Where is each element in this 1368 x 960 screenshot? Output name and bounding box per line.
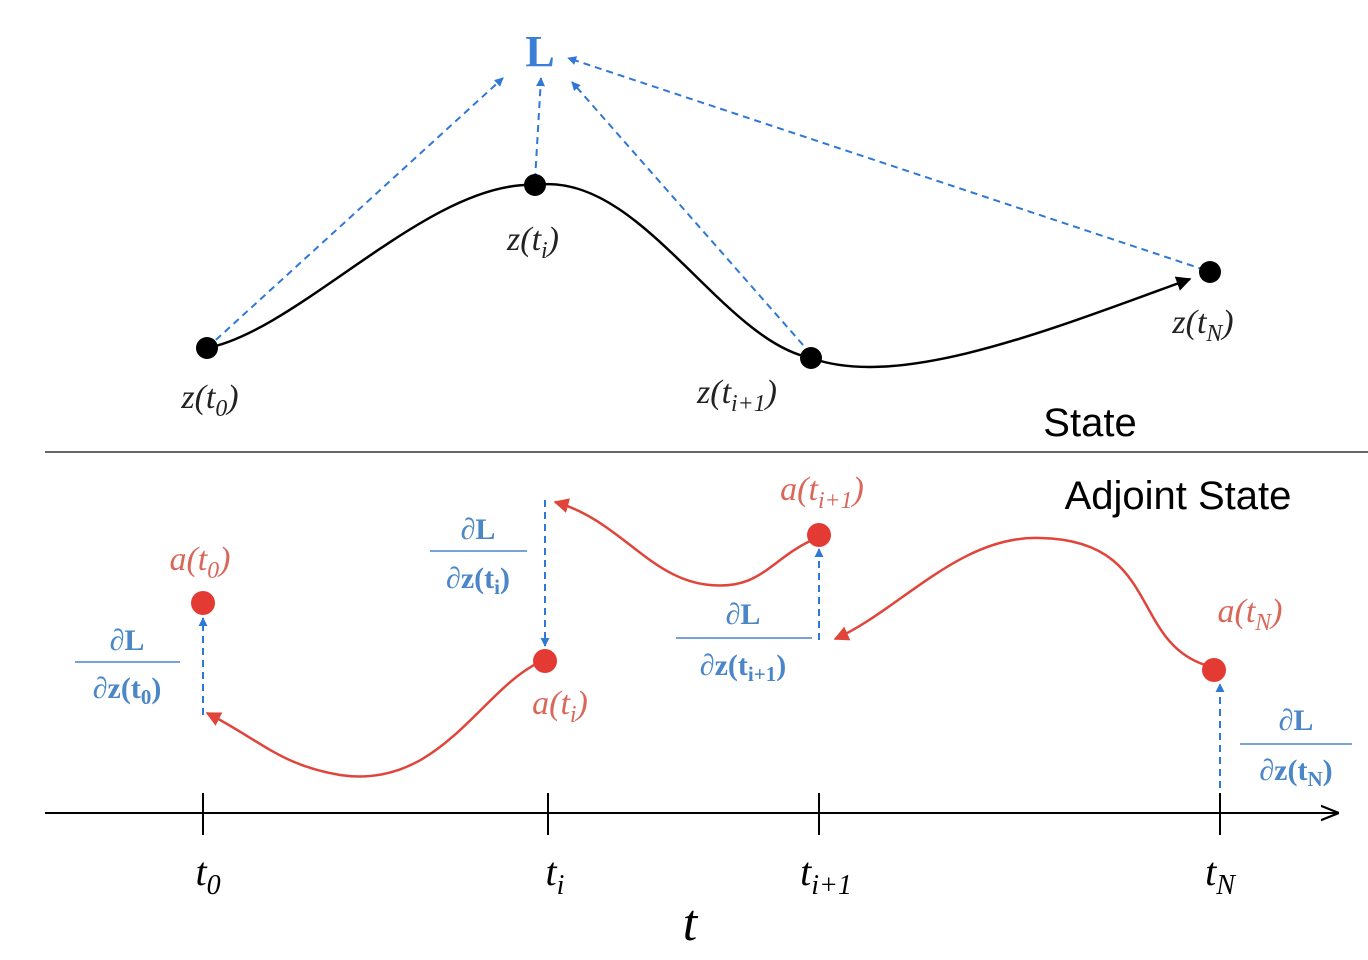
gradient-numerator: ∂L xyxy=(461,513,496,546)
gradient-denominator: ∂z(ti+1) xyxy=(700,649,786,686)
gradient-numerator: ∂L xyxy=(1279,704,1314,737)
adjoint-label: a(t0) xyxy=(169,541,230,584)
adjoint-nodes xyxy=(191,523,1226,682)
gradient-denominator: ∂z(t0) xyxy=(93,672,162,709)
section-label: Adjoint State xyxy=(1065,474,1292,518)
axis-label: t xyxy=(683,895,699,952)
adjoint-curves xyxy=(205,498,1206,778)
state-nodes xyxy=(196,174,1221,369)
loss-label: L xyxy=(525,27,554,76)
loss-arrows xyxy=(206,56,1206,355)
state-label: z(tN) xyxy=(1171,304,1233,347)
gradient-arrows xyxy=(198,500,1225,800)
tick-label: ti xyxy=(546,849,565,901)
tick-label: t0 xyxy=(195,849,220,901)
adjoint-label: a(ti) xyxy=(532,685,588,728)
state-curve xyxy=(206,182,1192,369)
state-label: z(t0) xyxy=(180,379,238,422)
gradient-numerator: ∂L xyxy=(726,598,761,631)
axis-ticks xyxy=(202,793,1221,835)
adjoint-label: a(tN) xyxy=(1218,593,1283,636)
gradient-denominator: ∂z(ti) xyxy=(446,562,510,599)
tick-label: tN xyxy=(1205,849,1236,901)
state-label: z(ti) xyxy=(506,221,559,264)
adjoint-label: a(ti+1) xyxy=(780,471,864,514)
section-label: State xyxy=(1043,401,1136,445)
gradient-numerator: ∂L xyxy=(110,624,145,657)
tick-label: ti+1 xyxy=(800,849,852,901)
gradient-denominator: ∂z(tN) xyxy=(1259,754,1332,791)
state-label: z(ti+1) xyxy=(696,374,777,417)
